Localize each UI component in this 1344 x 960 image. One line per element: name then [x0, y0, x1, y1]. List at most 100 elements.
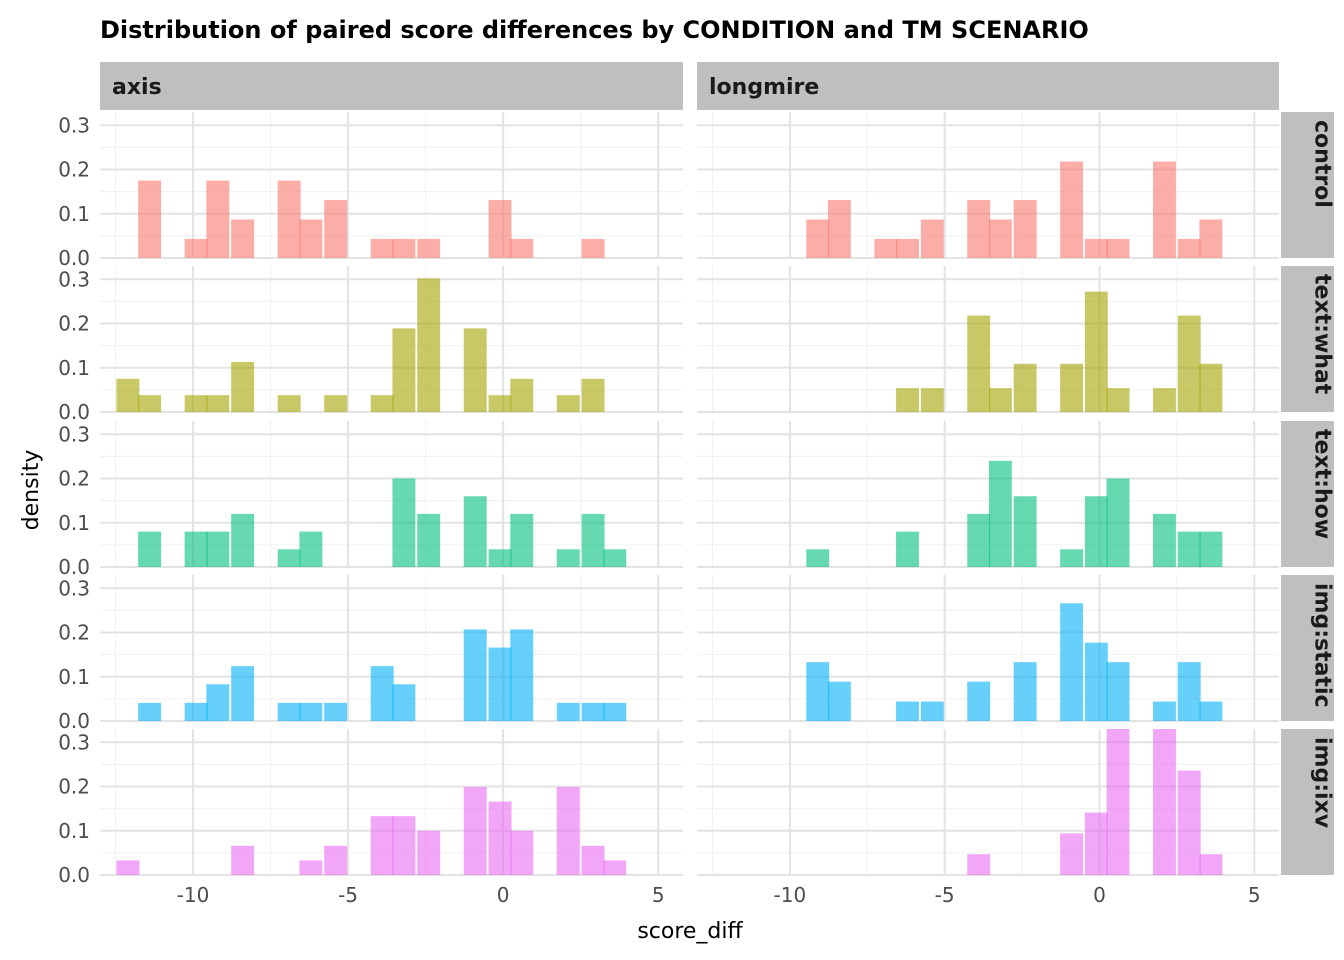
- histogram-bar: [1106, 388, 1130, 412]
- x-tick-label: -10: [177, 883, 210, 907]
- histogram-bar: [370, 395, 394, 412]
- row-strip-label: img:static: [1310, 583, 1335, 708]
- y-tick-label: 0.3: [58, 267, 90, 291]
- x-tick-label: 0: [497, 883, 510, 907]
- histogram-bar: [1013, 363, 1037, 412]
- histogram-bar: [277, 395, 301, 412]
- column-strip-label: axis: [112, 75, 162, 100]
- histogram-bar: [827, 200, 851, 258]
- histogram-bar: [1060, 603, 1084, 721]
- x-tick-label: 0: [1093, 883, 1106, 907]
- y-tick-label: 0.0: [58, 246, 90, 270]
- histogram-bar: [184, 531, 208, 567]
- panel-axis-control: [100, 112, 683, 259]
- histogram-bar: [392, 238, 416, 258]
- row-strip-control: [1281, 112, 1334, 258]
- y-tick-label: 0.3: [58, 113, 90, 137]
- histogram-bar: [967, 200, 991, 258]
- histogram-bar: [417, 513, 441, 567]
- histogram-bar: [1060, 363, 1084, 412]
- histogram-bar: [967, 513, 991, 567]
- histogram-bar: [603, 549, 627, 567]
- histogram-bar: [463, 786, 487, 875]
- y-tick-label: 0.3: [58, 576, 90, 600]
- histogram-bar: [116, 378, 140, 412]
- histogram-bar: [231, 666, 255, 721]
- histogram-bar: [1084, 238, 1108, 258]
- histogram-bar: [277, 549, 301, 567]
- y-tick-label: 0.1: [58, 202, 90, 226]
- histogram-bar: [1199, 363, 1223, 412]
- histogram-bar: [1153, 729, 1176, 875]
- histogram-bar: [603, 860, 627, 875]
- histogram-bar: [556, 549, 580, 567]
- histogram-bar: [324, 200, 348, 258]
- histogram-bar: [277, 180, 301, 258]
- histogram-bar: [1153, 388, 1176, 412]
- histogram-bar: [1199, 701, 1223, 721]
- histogram-bar: [1084, 496, 1108, 567]
- x-tick-label: -5: [338, 883, 358, 907]
- histogram-bar: [556, 702, 580, 721]
- histogram-bar: [463, 629, 487, 721]
- histogram-bar: [988, 219, 1012, 258]
- histogram-bar: [1199, 219, 1223, 258]
- histogram-bar: [299, 219, 323, 258]
- histogram-bar: [1106, 238, 1130, 258]
- histogram-bar: [488, 395, 512, 412]
- row-strip-img-ixv: [1281, 729, 1334, 875]
- histogram-bar: [806, 549, 830, 567]
- histogram-bar: [1060, 833, 1084, 875]
- histogram-bar: [138, 702, 162, 721]
- y-tick-label: 0.1: [58, 819, 90, 843]
- strips-layer: axis longmire control text:what text:how img:…: [100, 62, 1335, 875]
- axes-layer: 0.00.10.20.30.00.10.20.30.00.10.20.30.00…: [58, 113, 1260, 907]
- row-strip-label: control: [1310, 120, 1335, 208]
- panel-axis-text-how: [100, 421, 683, 568]
- histogram-bar: [488, 200, 512, 258]
- y-tick-label: 0.3: [58, 422, 90, 446]
- histogram-bar: [1084, 642, 1108, 721]
- histogram-bar: [510, 629, 534, 721]
- y-axis-title: density: [19, 450, 44, 531]
- panel-axis-img-ixv: [100, 729, 683, 876]
- histogram-bar: [299, 860, 323, 875]
- histogram-bar: [1177, 315, 1201, 412]
- histogram-bar: [896, 238, 919, 258]
- histogram-bar: [1177, 662, 1201, 721]
- histogram-bar: [277, 702, 301, 721]
- histogram-bar: [510, 238, 534, 258]
- panel-axis-img-static: [100, 575, 683, 722]
- histogram-bar: [988, 460, 1012, 567]
- histogram-bar: [1084, 812, 1108, 875]
- histogram-bar: [463, 496, 487, 567]
- histogram-bar: [324, 845, 348, 875]
- y-tick-label: 0.0: [58, 555, 90, 579]
- panel-longmire-img-ixv: [697, 729, 1279, 876]
- y-tick-label: 0.0: [58, 709, 90, 733]
- panel-longmire-text-how: [697, 421, 1279, 568]
- histogram-bar: [417, 238, 441, 258]
- histogram-bar: [231, 513, 255, 567]
- histogram-bar: [556, 786, 580, 875]
- x-tick-label: -10: [774, 883, 807, 907]
- histogram-bar: [967, 854, 991, 875]
- histogram-bar: [581, 238, 605, 258]
- histogram-bar: [806, 662, 830, 721]
- histogram-bar: [581, 378, 605, 412]
- histogram-bar: [370, 238, 394, 258]
- y-tick-label: 0.2: [58, 775, 90, 799]
- histogram-bar: [324, 702, 348, 721]
- histogram-bar: [370, 816, 394, 875]
- histogram-bar: [1013, 200, 1037, 258]
- histogram-bar: [603, 702, 627, 721]
- histogram-bar: [920, 219, 944, 258]
- histogram-bar: [1199, 531, 1223, 567]
- column-strip-label: longmire: [709, 75, 819, 100]
- histogram-bar: [417, 278, 441, 412]
- histogram-bar: [510, 830, 534, 875]
- histogram-bar: [1199, 854, 1223, 875]
- histogram-bar: [1177, 770, 1201, 875]
- histogram-bar: [1013, 496, 1037, 567]
- panel-longmire-control: [697, 112, 1279, 259]
